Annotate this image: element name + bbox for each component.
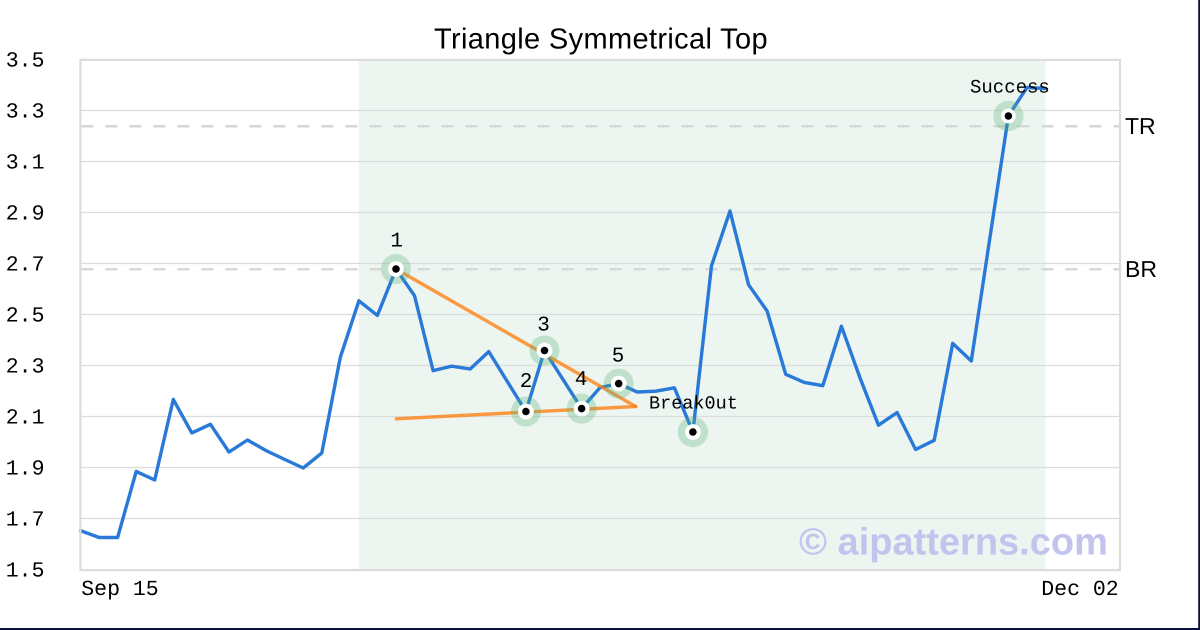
svg-text:1.7: 1.7 <box>6 509 45 533</box>
svg-text:2.9: 2.9 <box>6 203 45 227</box>
svg-text:3.3: 3.3 <box>6 101 45 125</box>
svg-text:Sep 15: Sep 15 <box>81 578 158 602</box>
svg-text:2.1: 2.1 <box>6 407 45 431</box>
svg-text:4: 4 <box>575 369 588 392</box>
svg-text:5: 5 <box>612 346 625 369</box>
svg-text:1.5: 1.5 <box>6 560 45 584</box>
svg-text:3.5: 3.5 <box>6 50 45 74</box>
svg-text:2: 2 <box>520 371 533 394</box>
svg-text:3: 3 <box>537 315 550 338</box>
svg-text:1: 1 <box>390 231 403 254</box>
svg-text:Triangle Symmetrical Top: Triangle Symmetrical Top <box>434 24 768 56</box>
svg-text:Break0ut: Break0ut <box>649 394 738 415</box>
svg-text:2.3: 2.3 <box>6 356 45 380</box>
svg-text:BR: BR <box>1125 256 1157 282</box>
svg-text:© aipatterns.com: © aipatterns.com <box>799 522 1108 564</box>
svg-text:3.1: 3.1 <box>6 152 45 176</box>
svg-text:1.9: 1.9 <box>6 458 45 482</box>
svg-text:Dec 02: Dec 02 <box>1041 578 1118 602</box>
svg-text:Success: Success <box>970 77 1050 99</box>
svg-text:2.5: 2.5 <box>6 305 45 329</box>
svg-text:2.7: 2.7 <box>6 254 45 278</box>
svg-text:TR: TR <box>1125 113 1156 139</box>
